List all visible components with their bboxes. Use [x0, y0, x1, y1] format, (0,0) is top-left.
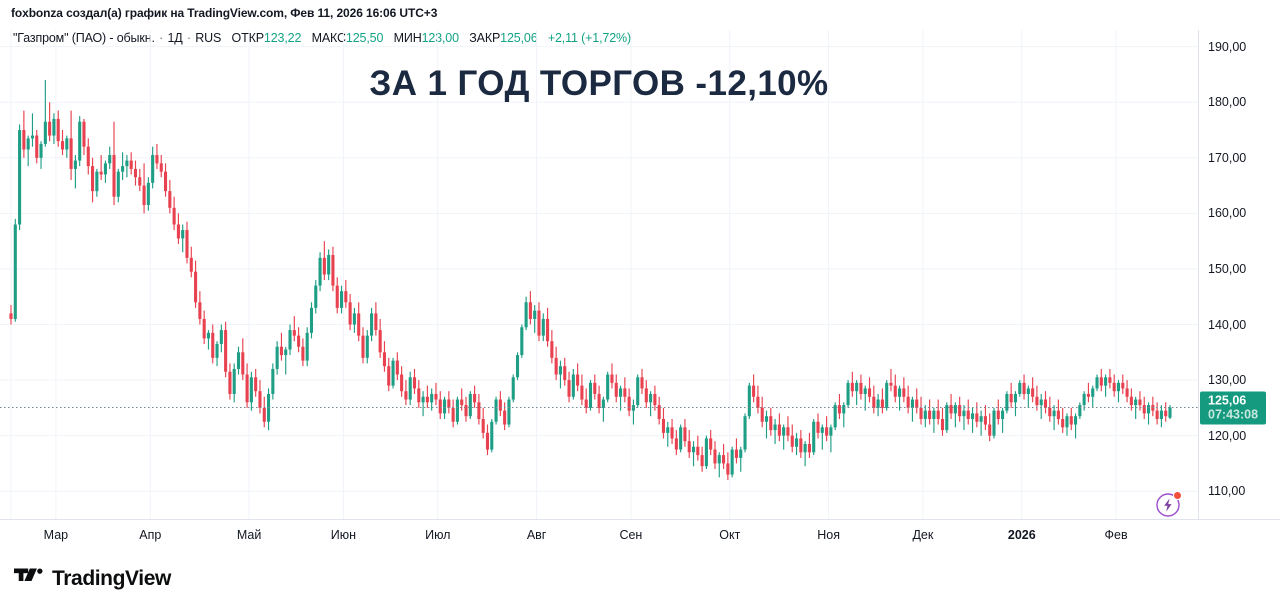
legend-low-value: 123,00	[421, 31, 459, 45]
legend-exchange: RUS	[195, 31, 222, 45]
tradingview-brand: TradingView	[14, 566, 171, 591]
time-axis-tick: Окт	[719, 528, 741, 542]
time-axis-tick: Июн	[330, 528, 357, 542]
legend-close-value: 125,06	[500, 31, 538, 45]
chart-plot-area[interactable]	[0, 30, 1198, 519]
price-axis-tick: 160,00	[1208, 206, 1247, 221]
legend-separator-2: ·	[186, 31, 191, 45]
notification-dot	[1173, 491, 1182, 500]
time-axis-tick: Сен	[619, 528, 643, 542]
legend-open-value: 123,22	[263, 31, 302, 45]
time-axis-tick: Май	[236, 528, 262, 542]
lightning-bolt-icon[interactable]	[1155, 491, 1182, 518]
legend-interval[interactable]: 1Д	[167, 31, 183, 45]
current-price-badge[interactable]: 125,06 07:43:08	[1200, 391, 1266, 424]
legend-change: +2,11 (+1,72%)	[547, 31, 631, 45]
time-axis-tick: Ноя	[817, 528, 840, 542]
price-axis-tick: 110,00	[1208, 484, 1246, 499]
tradingview-logo-icon	[14, 566, 44, 591]
legend-high-label: МАКС	[311, 31, 346, 45]
attribution-text: foxbonza создал(а) график на TradingView…	[11, 6, 438, 20]
time-axis-tick: Мар	[43, 528, 69, 542]
candlestick-chart	[0, 30, 1198, 519]
time-axis-tick: Дек	[912, 528, 934, 542]
tradingview-wordmark: TradingView	[52, 566, 171, 590]
price-axis-tick: 130,00	[1208, 373, 1247, 388]
legend-high-value: 125,50	[345, 31, 384, 45]
price-axis-tick: 170,00	[1208, 150, 1247, 165]
current-price-countdown: 07:43:08	[1208, 407, 1259, 421]
price-axis-tick: 190,00	[1208, 39, 1247, 54]
time-axis-tick: Фев	[1104, 528, 1128, 542]
candle-series	[9, 80, 1172, 481]
legend-close-label: ЗАКР	[469, 31, 501, 45]
price-axis-tick: 140,00	[1208, 317, 1247, 332]
legend-low-label: МИН	[393, 31, 422, 45]
price-axis-tick: 150,00	[1208, 261, 1247, 276]
chart-gridlines	[0, 30, 1198, 519]
current-price-value: 125,06	[1208, 393, 1247, 407]
chart-legend: "Газпром" (ПАО) - обыкн. · 1Д · RUS ОТКР…	[0, 31, 1190, 51]
brand-bar: TradingView	[0, 549, 1280, 609]
legend-open-label: ОТКР	[231, 31, 265, 45]
price-axis-tick: 180,00	[1208, 95, 1247, 110]
price-axis[interactable]: 190,00 180,00 170,00 160,00 150,00 140,00 130,…	[1198, 30, 1280, 519]
time-axis-tick: 2026	[1007, 528, 1036, 542]
time-axis-tick: Апр	[139, 528, 162, 542]
time-axis[interactable]: Мар Апр Май Июн Июл Авг Сен Окт Ноя Дек 2026 Фев	[0, 519, 1280, 549]
price-axis-tick: 120,00	[1208, 428, 1247, 443]
time-axis-tick: Июл	[425, 528, 451, 542]
legend-symbol[interactable]: "Газпром" (ПАО) - обыкн.	[13, 31, 155, 45]
time-axis-tick: Авг	[526, 528, 547, 542]
legend-separator-1: ·	[159, 31, 164, 45]
